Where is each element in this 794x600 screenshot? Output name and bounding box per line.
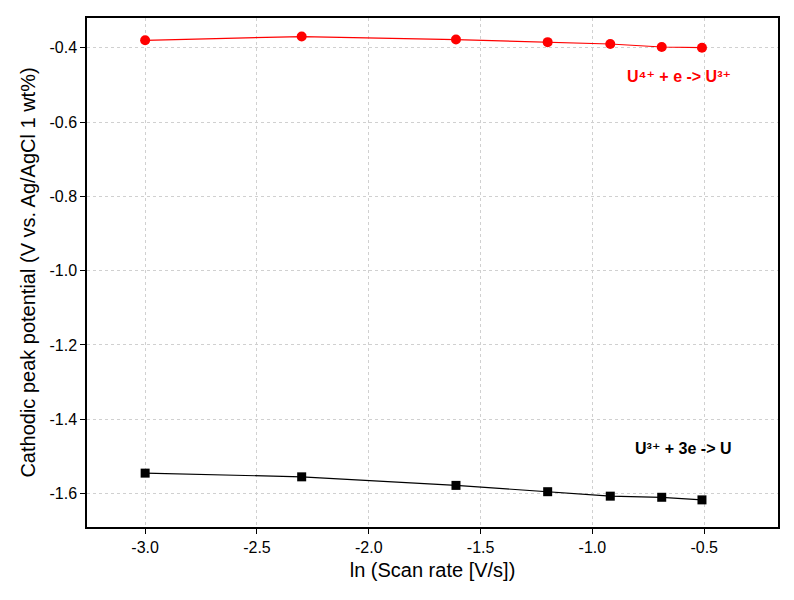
svg-text:U³⁺ + 3e -> U: U³⁺ + 3e -> U — [635, 440, 731, 457]
svg-text:-2.5: -2.5 — [243, 539, 271, 556]
svg-text:-1.0: -1.0 — [49, 262, 77, 279]
svg-text:-0.8: -0.8 — [49, 188, 77, 205]
svg-text:-1.0: -1.0 — [579, 539, 607, 556]
svg-text:-0.6: -0.6 — [49, 114, 77, 131]
svg-text:-1.2: -1.2 — [49, 337, 77, 354]
svg-text:Cathodic peak potential (V vs.: Cathodic peak potential (V vs. Ag/AgCl 1… — [17, 67, 39, 477]
svg-text:-0.5: -0.5 — [690, 539, 718, 556]
svg-text:ln (Scan rate [V/s]): ln (Scan rate [V/s]) — [350, 559, 516, 581]
svg-text:-1.4: -1.4 — [49, 411, 77, 428]
svg-text:-2.0: -2.0 — [355, 539, 383, 556]
svg-text:-3.0: -3.0 — [131, 539, 159, 556]
svg-text:-1.6: -1.6 — [49, 485, 77, 502]
svg-text:-0.4: -0.4 — [49, 39, 77, 56]
svg-text:U⁴⁺ + e -> U³⁺: U⁴⁺ + e -> U³⁺ — [627, 68, 731, 85]
svg-text:-1.5: -1.5 — [467, 539, 495, 556]
